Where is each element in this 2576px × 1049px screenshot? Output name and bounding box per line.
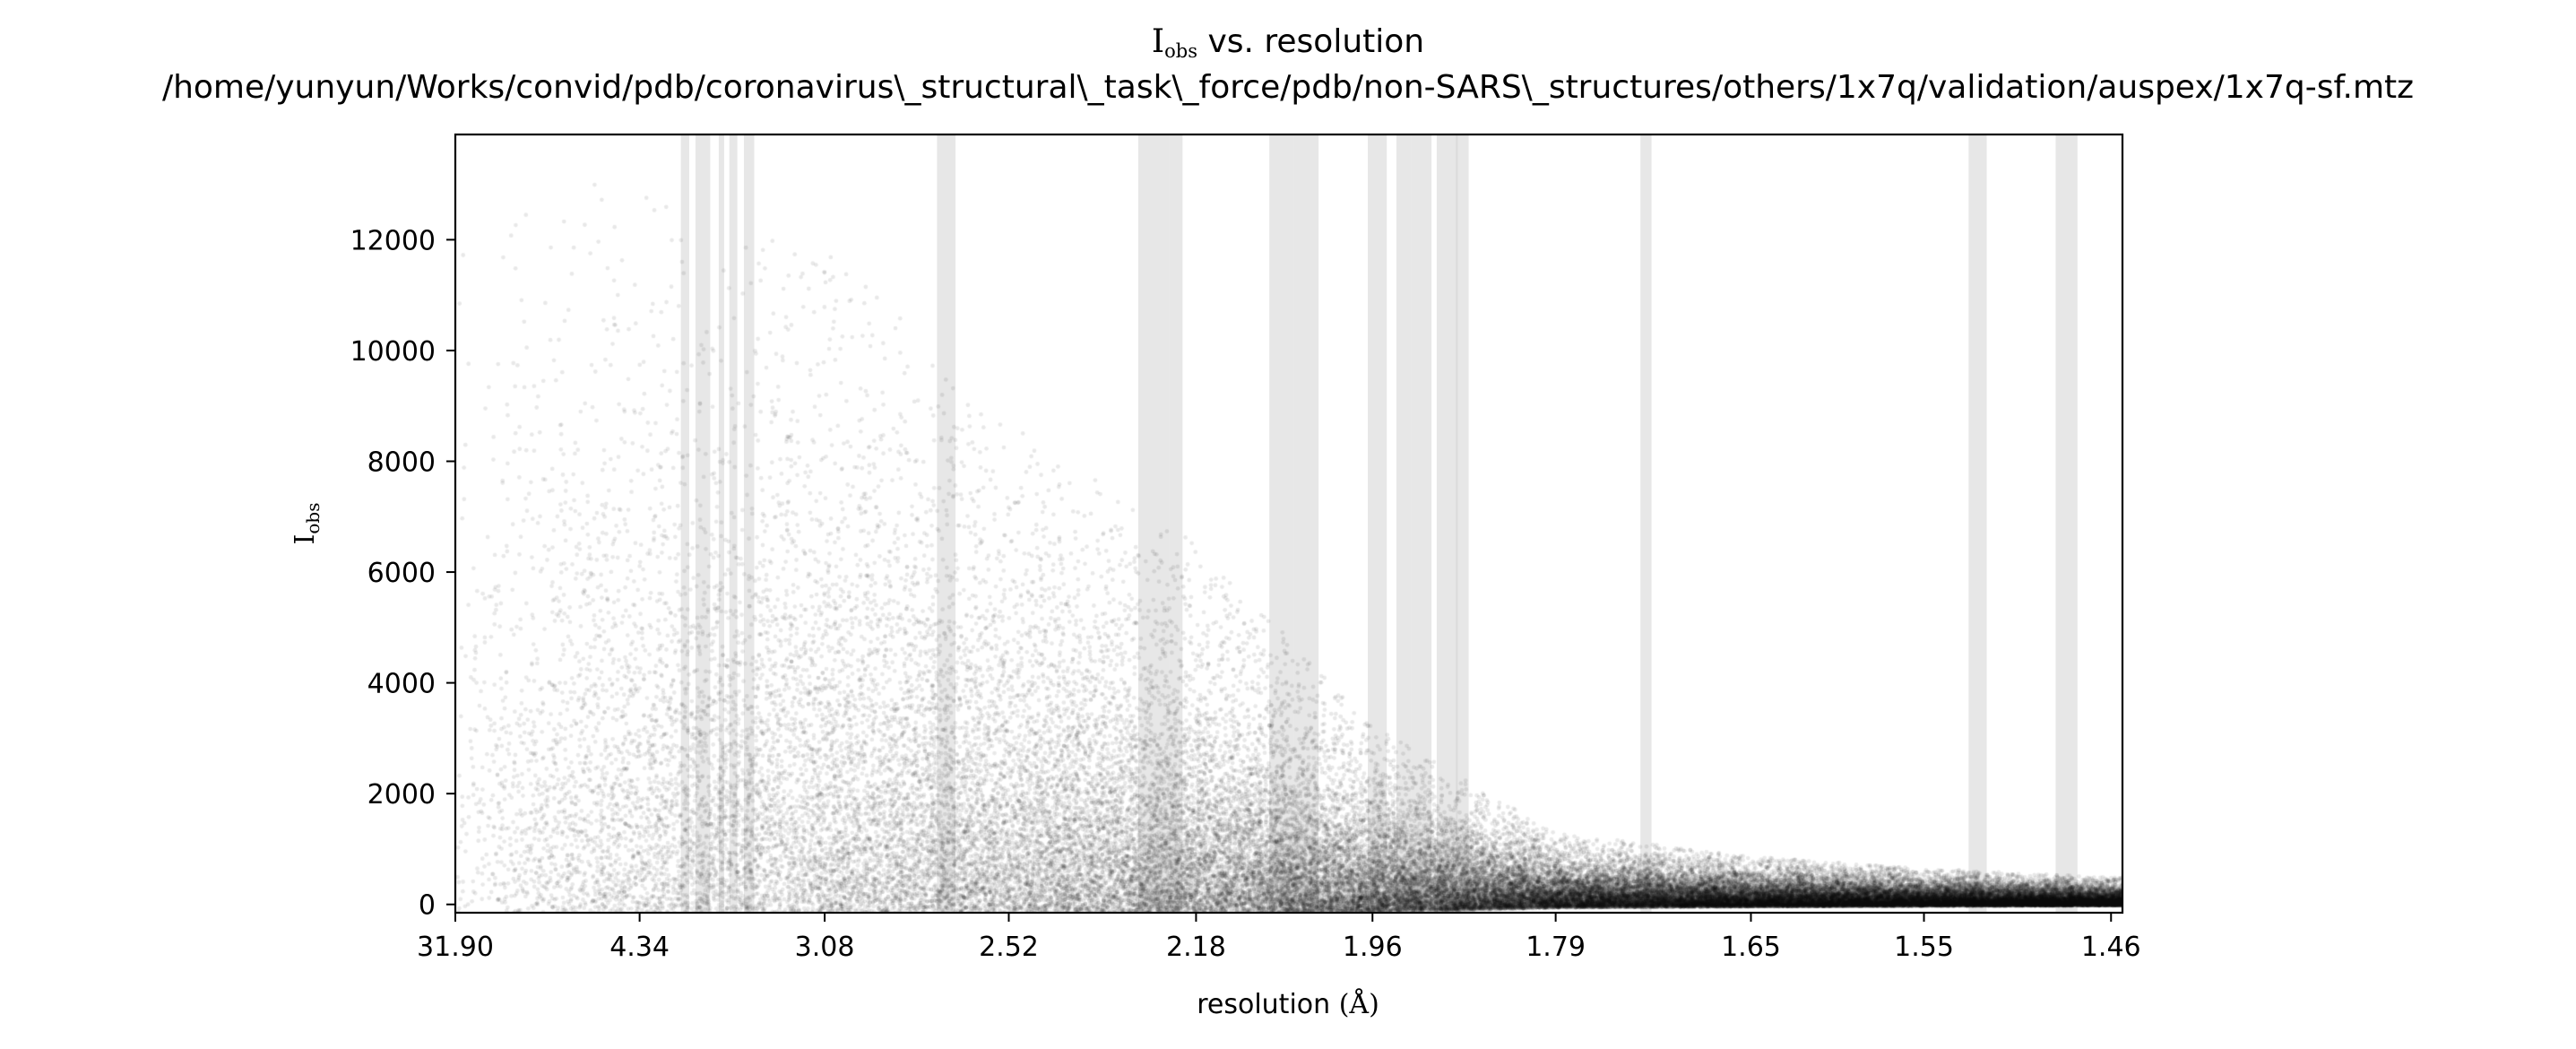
x-axis: 31.90 4.34 3.08 2.52 2.18 1.96 1.79 1.65 1.55 1.4… xyxy=(417,913,2141,963)
y-tick-label: 12000 xyxy=(350,225,436,256)
chart-subtitle-path: /home/yunyun/Works/convid/pdb/coronaviru… xyxy=(162,69,2414,106)
scatter-points xyxy=(455,134,2122,913)
y-tick-label: 4000 xyxy=(367,669,436,700)
plot-frame xyxy=(454,133,2124,915)
x-tick-label: 2.52 xyxy=(979,932,1039,963)
x-tick-label: 1.46 xyxy=(2081,932,2141,963)
y-tick-label: 8000 xyxy=(367,446,436,478)
title-suffix: vs. resolution xyxy=(1197,23,1424,60)
title-subscript: obs xyxy=(1164,40,1197,62)
data-points xyxy=(455,134,2122,913)
x-axis-label: resolution (Å) xyxy=(1197,988,1379,1020)
y-tick-label: 0 xyxy=(419,890,436,922)
x-tick-label: 1.55 xyxy=(1894,932,1954,963)
y-axis-label: Iobs xyxy=(290,503,324,545)
y-tick-label: 10000 xyxy=(350,336,436,368)
chart-title: Iobs vs. resolution xyxy=(1152,23,1424,62)
plot-area xyxy=(454,133,2124,915)
x-tick-label: 31.90 xyxy=(417,932,494,963)
title-symbol: I xyxy=(1152,23,1164,60)
y-axis: 0 2000 4000 6000 8000 10000 12000 xyxy=(350,225,455,922)
x-tick-label: 1.79 xyxy=(1526,932,1586,963)
x-tick-label: 1.65 xyxy=(1721,932,1781,963)
y-tick-label: 2000 xyxy=(367,779,436,811)
y-tick-label: 6000 xyxy=(367,558,436,589)
x-tick-label: 4.34 xyxy=(609,932,670,963)
x-tick-label: 3.08 xyxy=(795,932,855,963)
x-tick-label: 1.96 xyxy=(1343,932,1403,963)
x-tick-label: 2.18 xyxy=(1166,932,1226,963)
